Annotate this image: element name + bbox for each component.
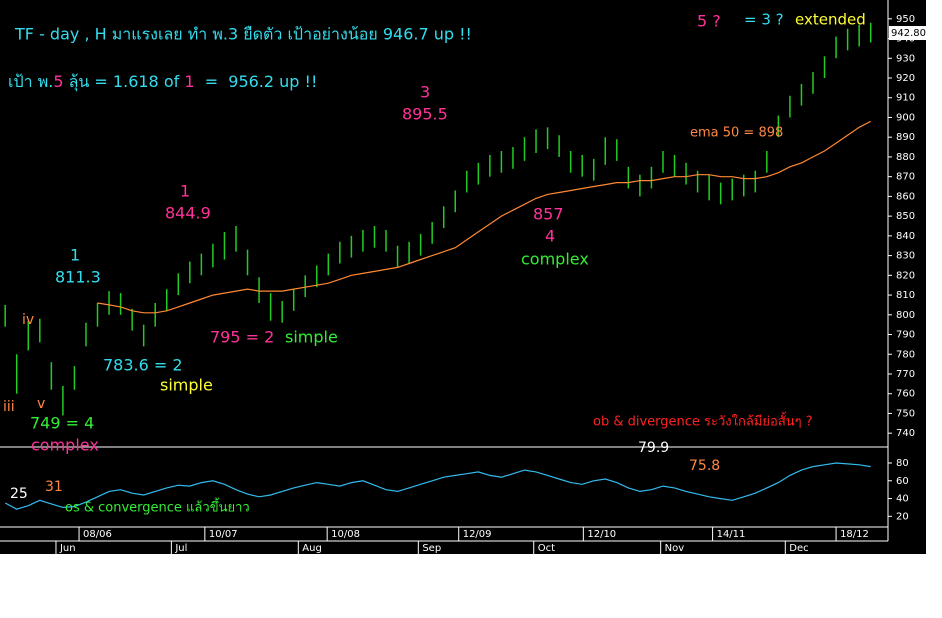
month-tick-label: Oct — [538, 543, 555, 554]
annotation: 1 — [70, 246, 80, 265]
y-tick-label: 830 — [896, 251, 915, 262]
y-tick-label: 890 — [896, 132, 915, 143]
y-tick-label: 900 — [896, 112, 915, 123]
annotation: complex — [31, 436, 99, 455]
annotation-part: 5 — [53, 72, 63, 91]
date-tick-label: 12/10 — [587, 529, 616, 540]
annotation-part: 1 — [184, 72, 194, 91]
month-tick-label: Nov — [665, 543, 685, 554]
y-tick-label: 770 — [896, 369, 915, 380]
annotation: 895.5 — [402, 105, 448, 124]
y-tick-label: 840 — [896, 231, 915, 242]
y-tick-label: 880 — [896, 152, 915, 163]
osc-tick-label: 60 — [896, 476, 909, 487]
annotation: 5 ? — [697, 12, 721, 31]
annotation-part: เป้า พ. — [8, 72, 53, 91]
month-tick-label: Jul — [174, 543, 187, 554]
y-tick-label: 910 — [896, 93, 915, 104]
date-tick-label: 10/08 — [331, 529, 360, 540]
annotation: 783.6 = 2 — [103, 356, 183, 375]
annotation: v — [37, 396, 45, 412]
annotation: simple — [160, 376, 213, 395]
annotation: 749 = 4 — [30, 414, 94, 433]
annotation: ema 50 = 898 — [690, 126, 783, 141]
month-tick-label: Dec — [789, 543, 808, 554]
annotation: 31 — [45, 479, 63, 495]
date-tick-label: 08/06 — [83, 529, 112, 540]
annotation: extended — [795, 11, 866, 29]
annotation-part: ลุ้น = 1.618 of — [64, 72, 185, 92]
annotation: 25 — [10, 486, 28, 502]
annotation: 811.3 — [55, 268, 101, 287]
y-tick-label: 850 — [896, 211, 915, 222]
annotation: os & convergence แล้วขึ้นยาว — [65, 498, 250, 516]
y-tick-label: 740 — [896, 428, 915, 439]
annotation: = 3 ? — [744, 11, 784, 29]
y-tick-label: 860 — [896, 191, 915, 202]
y-tick-label: 870 — [896, 172, 915, 183]
osc-tick-label: 40 — [896, 494, 909, 505]
annotation: 4 — [545, 227, 555, 246]
chart-background — [0, 0, 926, 554]
y-tick-label: 820 — [896, 270, 915, 281]
annotation: iv — [22, 312, 34, 328]
y-tick-label: 810 — [896, 290, 915, 301]
y-tick-label: 750 — [896, 408, 915, 419]
y-tick-label: 930 — [896, 53, 915, 64]
chart-title: TF - day , H มาแรงเลย ทำ พ.3 ยืดตัว เป้า… — [14, 25, 472, 44]
annotation: 1 — [180, 182, 190, 201]
date-tick-label: 12/09 — [463, 529, 492, 540]
annotation: 844.9 — [165, 204, 211, 223]
y-tick-label: 760 — [896, 389, 915, 400]
y-tick-label: 790 — [896, 330, 915, 341]
annotation: iii — [3, 399, 15, 415]
y-tick-label: 920 — [896, 73, 915, 84]
last-price-box — [889, 26, 926, 41]
ema-line — [97, 120, 871, 314]
annotation: 857 — [533, 205, 564, 224]
annotation: 795 = 2 — [210, 328, 274, 347]
annotation: complex — [521, 250, 589, 269]
month-tick-label: Jun — [59, 543, 76, 554]
annotation: simple — [285, 328, 338, 347]
month-tick-label: Sep — [422, 543, 441, 554]
y-tick-label: 800 — [896, 310, 915, 321]
month-tick-label: Aug — [302, 543, 322, 554]
annotation: 79.9 — [638, 440, 669, 456]
date-tick-label: 10/07 — [209, 529, 238, 540]
y-tick-label: 780 — [896, 349, 915, 360]
osc-tick-label: 80 — [896, 458, 909, 469]
y-tick-label: 950 — [896, 14, 915, 25]
annotation-part: = 956.2 up !! — [195, 72, 318, 91]
last-price-label: 942.80 — [891, 28, 926, 39]
oscillator-line — [4, 462, 871, 510]
annotation: 3 — [420, 83, 430, 102]
osc-tick-label: 20 — [896, 511, 909, 522]
annotation: เป้า พ.5 ลุ้น = 1.618 of 1 = 956.2 up !! — [8, 72, 317, 92]
annotation: 75.8 — [689, 458, 720, 474]
date-tick-label: 18/12 — [840, 529, 869, 540]
annotation: ob & divergence ระวังใกล้มีย่อสั้นๆ ? — [593, 412, 813, 430]
date-tick-label: 14/11 — [717, 529, 746, 540]
